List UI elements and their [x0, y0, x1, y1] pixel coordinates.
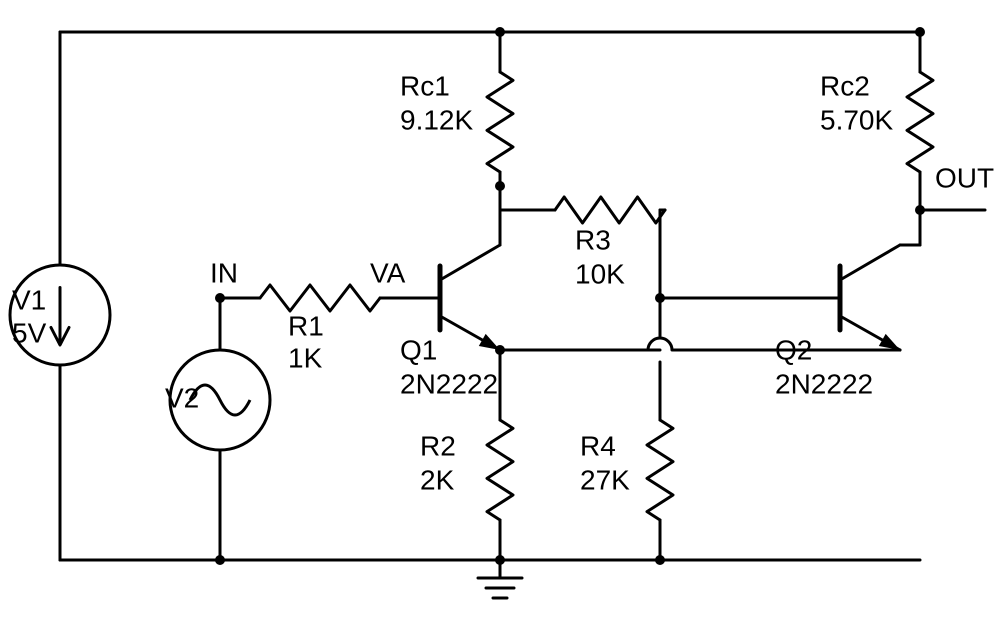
label-Rc1_name: Rc1	[400, 70, 450, 101]
label-V1_val: 5V	[12, 317, 47, 348]
label-IN: IN	[210, 257, 238, 288]
label-R1_name: R1	[288, 310, 324, 341]
circuit-svg: V15V V2 R11K Rc19.12K Rc25.70K R22K R310K R427K…	[0, 0, 1000, 636]
label-Rc2_name: Rc2	[820, 70, 870, 101]
label-Q2_val: 2N2222	[775, 368, 873, 399]
label-R2_val: 2K	[420, 464, 455, 495]
label-R3_name: R3	[575, 224, 611, 255]
circuit-canvas: V15V V2 R11K Rc19.12K Rc25.70K R22K R310K R427K…	[0, 0, 1000, 636]
label-Q1_val: 2N2222	[400, 368, 498, 399]
label-OUT: OUT	[935, 162, 994, 193]
label-Q2_name: Q2	[775, 334, 812, 365]
label-V1_name: V1	[12, 284, 46, 315]
label-VA: VA	[370, 257, 406, 288]
label-R3_val: 10K	[575, 258, 625, 289]
label-R4_name: R4	[580, 430, 616, 461]
label-R1_val: 1K	[288, 342, 323, 373]
label-V2_name: V2	[165, 382, 199, 413]
label-R2_name: R2	[420, 430, 456, 461]
label-Q1_name: Q1	[400, 334, 437, 365]
label-Rc2_val: 5.70K	[820, 104, 893, 135]
label-R4_val: 27K	[580, 464, 630, 495]
label-Rc1_val: 9.12K	[400, 104, 473, 135]
